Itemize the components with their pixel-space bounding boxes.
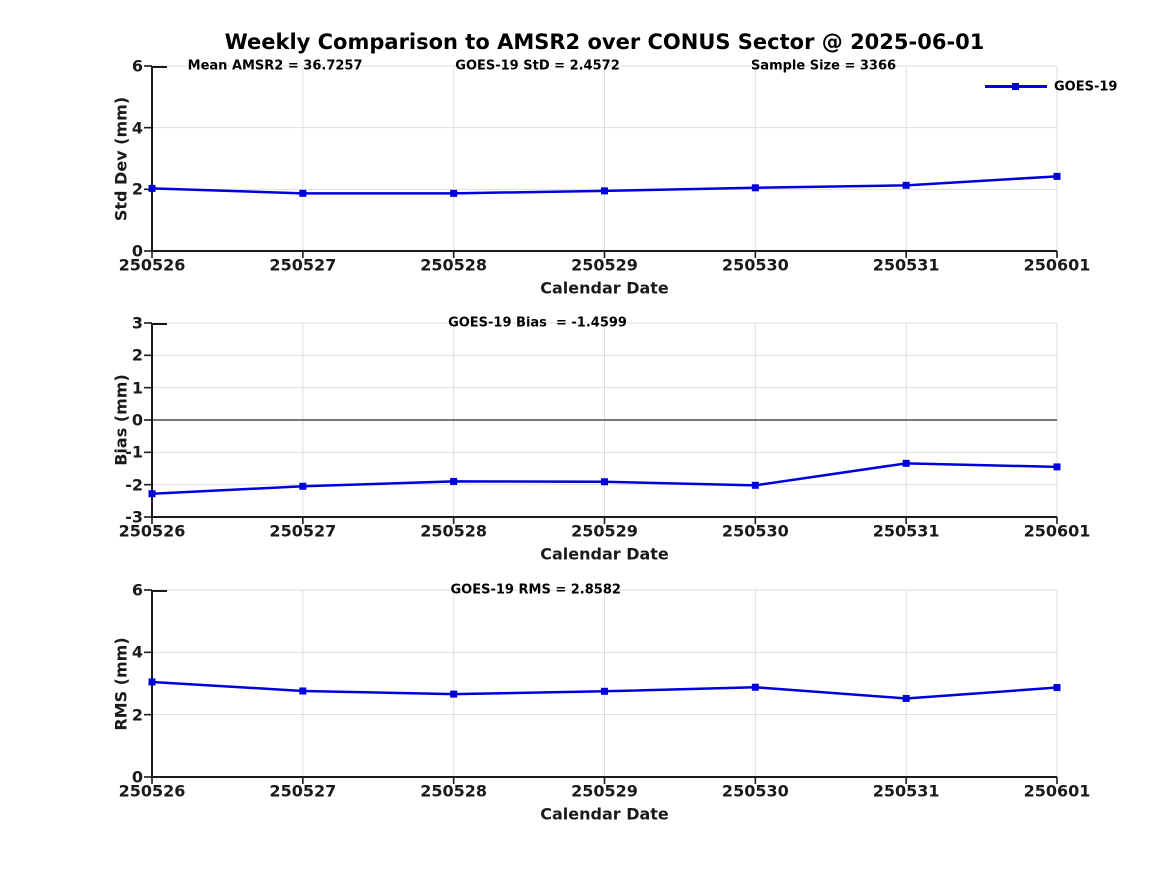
x-tick-label: 250529 (571, 255, 638, 275)
data-point (902, 459, 910, 467)
data-point (1053, 463, 1061, 471)
annotation-text: Mean AMSR2 = 36.7257 (187, 58, 363, 74)
legend-marker-sample (1012, 83, 1019, 90)
data-point (601, 187, 608, 195)
legend-label: GOES-19 (1054, 79, 1118, 94)
x-tick-label: 250531 (872, 521, 940, 541)
x-tick-label: 250526 (118, 781, 186, 801)
y-axis-label: Std Dev (mm) (111, 96, 131, 221)
y-tick-label: 6 (131, 56, 143, 76)
x-tick-label: 250526 (118, 521, 186, 541)
y-tick-label: 6 (131, 580, 143, 600)
y-tick-label: -2 (125, 475, 143, 495)
data-point (902, 181, 910, 189)
x-tick-label: 250601 (1023, 521, 1091, 541)
y-tick-label: 2 (131, 345, 143, 365)
data-point (1053, 172, 1061, 180)
y-tick-label: 4 (131, 642, 143, 662)
data-point (148, 184, 156, 192)
y-tick-label: 2 (131, 705, 143, 725)
plot-area-bias (144, 322, 1061, 524)
y-tick-label: 0 (131, 410, 143, 430)
data-point (450, 477, 458, 485)
x-tick-label: 250531 (872, 781, 940, 801)
x-tick-label: 250530 (721, 521, 789, 541)
y-tick-label: 1 (131, 378, 143, 398)
annotation-text: GOES-19 Bias = -1.4599 (448, 315, 627, 331)
y-tick-label: 4 (131, 118, 143, 138)
y-tick-label: 0 (131, 241, 143, 261)
annotation-text: GOES-19 StD = 2.4572 (455, 58, 620, 74)
data-point (299, 687, 307, 695)
x-axis-label: Calendar Date (540, 278, 669, 298)
annotation-text: GOES-19 RMS = 2.8582 (450, 582, 621, 598)
x-tick-label: 250528 (420, 781, 488, 801)
y-axis-label: RMS (mm) (111, 636, 131, 731)
y-tick-label: 0 (131, 767, 143, 787)
data-point (601, 687, 608, 695)
data-point (751, 481, 759, 489)
data-point (148, 490, 156, 498)
x-tick-label: 250530 (721, 255, 789, 275)
plot-area-std-dev (144, 65, 1061, 258)
x-tick-label: 250529 (571, 781, 638, 801)
figure-title: Weekly Comparison to AMSR2 over CONUS Se… (224, 30, 985, 54)
y-tick-label: 2 (131, 179, 143, 199)
data-point (148, 678, 156, 686)
plot-area-rms (144, 589, 1061, 784)
x-tick-label: 250526 (118, 255, 186, 275)
data-point (601, 478, 608, 486)
x-tick-label: 250527 (269, 521, 337, 541)
data-point (751, 184, 759, 192)
x-tick-label: 250527 (269, 781, 337, 801)
x-tick-label: 250530 (721, 781, 789, 801)
x-axis-label: Calendar Date (540, 804, 669, 824)
x-tick-label: 250529 (571, 521, 638, 541)
x-axis-label: Calendar Date (540, 544, 669, 564)
data-point (299, 189, 307, 197)
data-point (299, 482, 307, 490)
x-tick-label: 250601 (1023, 781, 1091, 801)
data-point (902, 694, 910, 702)
legend: GOES-19 (985, 79, 1167, 94)
x-tick-label: 250531 (872, 255, 940, 275)
data-point (450, 189, 458, 197)
data-point (450, 690, 458, 698)
y-tick-label: -1 (125, 442, 143, 462)
x-tick-label: 250528 (420, 255, 488, 275)
y-tick-label: 3 (131, 313, 143, 333)
data-point (751, 683, 759, 691)
x-tick-label: 250528 (420, 521, 488, 541)
annotation-text: Sample Size = 3366 (750, 58, 897, 74)
x-tick-label: 250527 (269, 255, 337, 275)
y-tick-label: -3 (125, 507, 143, 527)
data-point (1053, 684, 1061, 692)
x-tick-label: 250601 (1023, 255, 1091, 275)
